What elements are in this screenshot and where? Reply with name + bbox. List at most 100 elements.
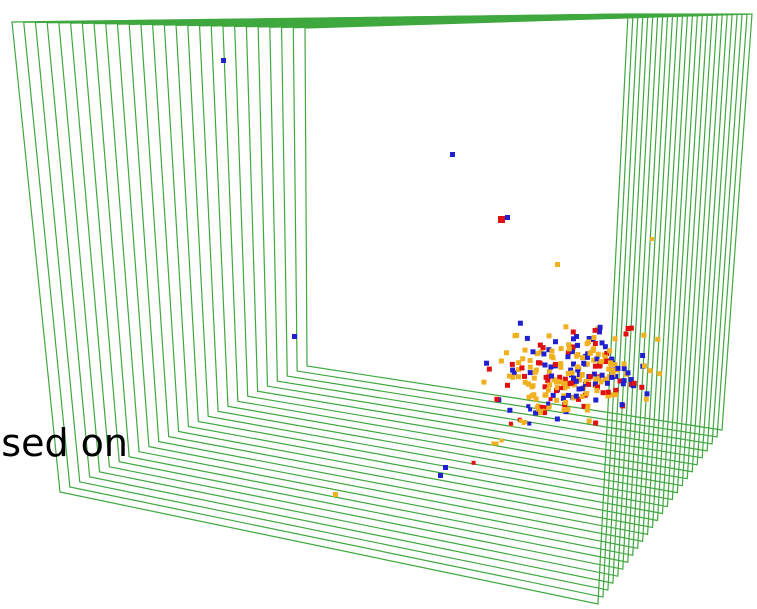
point: [586, 382, 591, 387]
point: [639, 385, 644, 390]
point: [509, 422, 513, 426]
point: [541, 345, 546, 350]
visualization: ased on: [0, 0, 757, 609]
point: [547, 369, 552, 374]
point: [531, 349, 536, 354]
point: [570, 370, 575, 375]
point: [632, 381, 637, 386]
point: [568, 381, 573, 386]
point: [532, 376, 537, 381]
point: [549, 374, 554, 379]
point: [616, 366, 621, 371]
frame: [12, 14, 628, 604]
point: [548, 365, 553, 370]
point: [543, 393, 548, 398]
point: [657, 371, 662, 376]
point: [544, 375, 549, 380]
point: [549, 397, 553, 401]
point: [546, 402, 550, 406]
point: [607, 348, 612, 353]
point: [546, 388, 551, 393]
frame: [176, 14, 697, 507]
caption: ased on: [0, 421, 128, 465]
point: [597, 329, 602, 334]
point: [526, 381, 531, 386]
frame: [47, 14, 643, 583]
point: [591, 346, 596, 351]
point: [574, 354, 579, 359]
point: [500, 439, 504, 443]
point: [622, 366, 627, 371]
point: [484, 361, 489, 366]
point: [553, 339, 558, 344]
point: [450, 152, 455, 157]
point: [528, 370, 533, 375]
point: [593, 398, 598, 403]
point: [624, 331, 629, 336]
point: [507, 408, 512, 413]
point: [629, 326, 634, 331]
point: [518, 321, 523, 326]
point: [565, 354, 570, 359]
frame: [71, 14, 653, 569]
point: [585, 404, 590, 409]
point: [641, 333, 646, 338]
point: [650, 237, 654, 241]
point: [550, 349, 555, 354]
point: [504, 350, 509, 355]
point: [597, 364, 602, 369]
point: [640, 353, 645, 358]
point: [642, 363, 647, 368]
point: [549, 354, 554, 359]
point: [626, 370, 631, 375]
point: [525, 336, 530, 341]
point: [598, 325, 603, 330]
frame: [35, 14, 637, 590]
point: [574, 394, 579, 399]
point: [553, 362, 558, 367]
point: [559, 346, 564, 351]
point: [221, 58, 226, 63]
point: [575, 343, 580, 348]
point: [558, 361, 563, 366]
point: [594, 388, 599, 393]
point: [609, 375, 614, 380]
point: [588, 374, 593, 379]
point: [648, 368, 653, 373]
point: [613, 336, 618, 341]
point: [498, 216, 505, 223]
point: [505, 215, 510, 220]
point: [575, 364, 580, 369]
point: [526, 404, 530, 408]
point: [580, 355, 585, 360]
point: [588, 351, 593, 356]
point: [592, 335, 597, 340]
point: [563, 400, 568, 405]
point: [593, 328, 598, 333]
point: [606, 390, 611, 395]
point: [601, 390, 606, 395]
point: [543, 363, 548, 368]
frames: [12, 14, 752, 604]
point: [491, 441, 495, 445]
point: [622, 361, 627, 366]
point: [571, 336, 576, 341]
point: [622, 378, 627, 383]
point: [577, 387, 582, 392]
point: [562, 407, 567, 412]
point: [600, 373, 605, 378]
point: [510, 375, 515, 380]
point: [547, 382, 552, 387]
point: [584, 391, 589, 396]
point: [520, 356, 525, 361]
point: [599, 359, 604, 364]
point: [608, 360, 613, 365]
point: [580, 372, 585, 377]
point: [522, 374, 527, 379]
point: [585, 341, 590, 346]
point: [644, 397, 649, 402]
frame: [223, 14, 717, 479]
point: [555, 262, 560, 267]
point: [581, 361, 586, 366]
point: [505, 383, 510, 388]
